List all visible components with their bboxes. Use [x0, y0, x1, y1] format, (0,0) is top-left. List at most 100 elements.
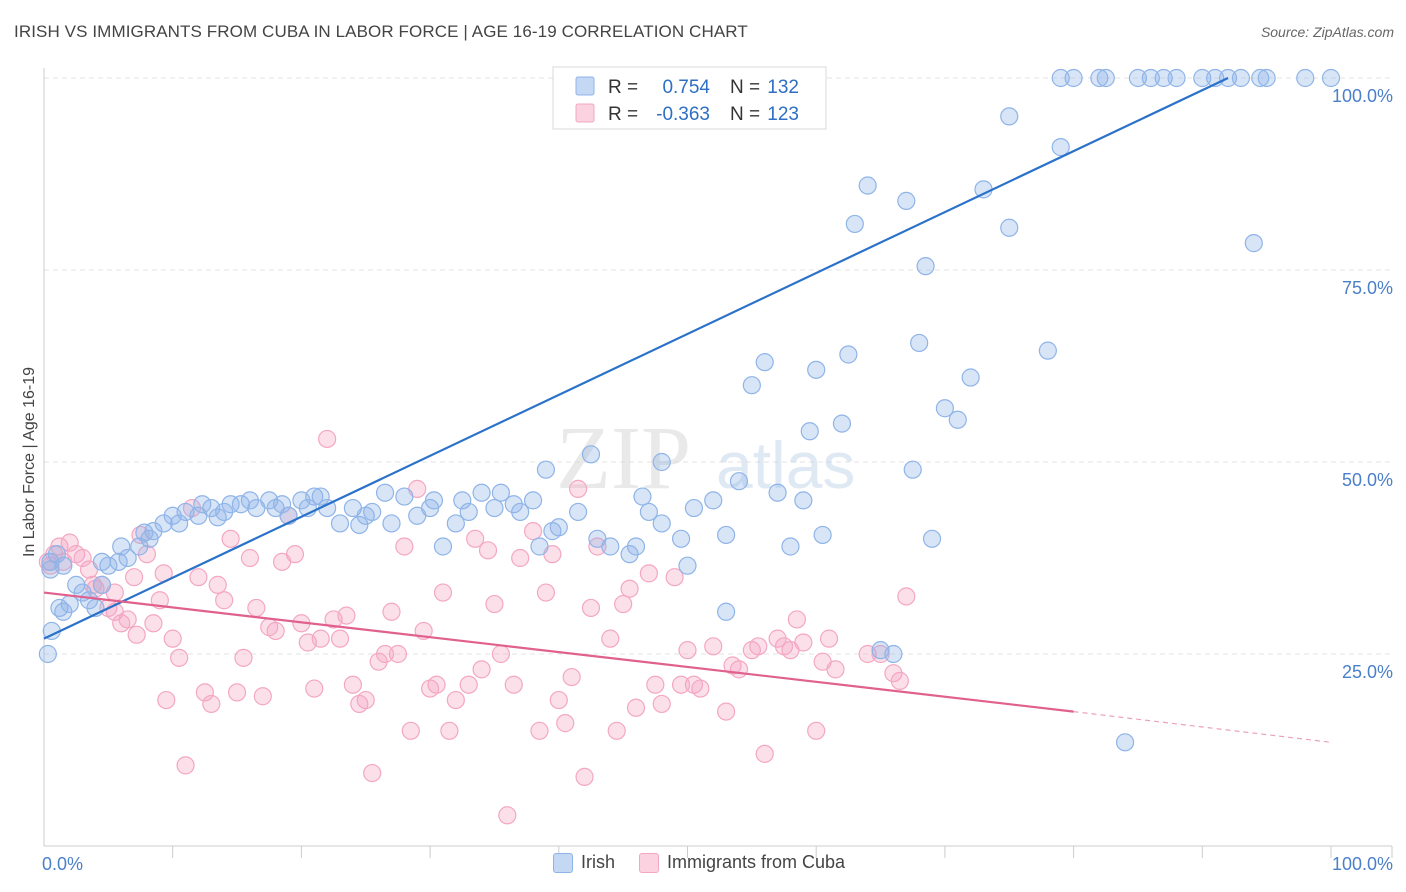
legend-n-label-irish: N =	[730, 77, 760, 98]
data-point-irish	[1128, 68, 1148, 88]
legend-n-value-cuba: 123	[767, 104, 799, 125]
watermark-zip: ZIP	[556, 409, 691, 508]
data-point-irish	[781, 537, 800, 556]
legend-r-value-cuba: -0.363	[656, 104, 710, 125]
data-point-cuba	[755, 744, 774, 763]
data-point-irish	[569, 502, 588, 522]
data-point-irish	[1038, 341, 1057, 360]
data-point-cuba	[549, 690, 568, 710]
data-point-irish	[1321, 68, 1341, 88]
data-point-cuba	[73, 548, 92, 568]
y-tick-label: 50.0%	[1342, 470, 1393, 490]
data-point-cuba	[890, 671, 909, 690]
data-point-cuba	[395, 537, 414, 556]
data-point-irish	[1051, 68, 1070, 88]
data-point-irish	[858, 176, 877, 195]
data-point-cuba	[343, 675, 362, 694]
data-point-cuba	[215, 591, 234, 610]
data-point-irish	[453, 491, 472, 510]
data-point-cuba	[523, 522, 543, 541]
data-point-cuba	[337, 606, 356, 625]
data-point-cuba	[826, 660, 845, 679]
axes	[43, 68, 1393, 858]
data-point-irish	[729, 472, 749, 491]
data-point-irish	[1000, 218, 1019, 237]
data-point-irish	[897, 191, 916, 210]
data-point-irish	[130, 537, 149, 556]
legend-n-value-irish: 132	[767, 77, 799, 98]
data-point-irish	[144, 522, 163, 541]
data-point-irish	[1251, 68, 1270, 88]
data-point-irish	[92, 575, 112, 594]
data-point-cuba	[227, 683, 247, 702]
data-point-irish	[193, 495, 212, 514]
data-point-cuba	[575, 767, 594, 786]
data-point-cuba	[170, 648, 189, 667]
legend-top: R = 0.754 N = 132 R = -0.363 N = 123	[552, 66, 827, 130]
data-point-irish	[382, 514, 401, 533]
gridlines	[44, 77, 1392, 655]
data-point-cuba	[678, 641, 697, 660]
data-point-cuba	[607, 721, 626, 740]
data-point-irish	[1096, 68, 1115, 88]
data-point-cuba	[691, 679, 710, 698]
data-point-cuba	[491, 644, 510, 664]
data-point-cuba	[127, 625, 146, 644]
data-point-irish	[1231, 68, 1251, 88]
data-point-cuba	[614, 594, 633, 614]
data-point-cuba	[652, 694, 671, 714]
data-point-irish	[311, 487, 330, 506]
trend-line-irish	[43, 77, 1229, 640]
trend-line-cuba-extension	[1073, 711, 1332, 743]
x-tick-label-right: 100.0%	[1332, 854, 1393, 874]
data-point-cuba	[157, 690, 176, 710]
data-point-cuba	[285, 545, 305, 564]
y-tick-label: 25.0%	[1342, 662, 1393, 682]
data-point-cuba	[498, 806, 517, 825]
legend-label-cuba: Immigrants from Cuba	[667, 852, 846, 872]
y-tick-label: 75.0%	[1342, 278, 1393, 298]
data-point-irish	[47, 545, 66, 564]
data-point-cuba	[202, 694, 221, 714]
data-point-cuba	[427, 675, 446, 694]
data-point-cuba	[472, 660, 491, 679]
data-point-cuba	[620, 579, 639, 598]
data-point-irish	[54, 556, 73, 575]
legend-r-value-irish: 0.754	[662, 77, 710, 98]
data-point-cuba	[305, 679, 324, 698]
data-point-irish	[459, 502, 478, 522]
data-point-irish	[1090, 68, 1109, 88]
data-point-cuba	[897, 587, 916, 606]
tick-labels: 25.0% 50.0% 75.0% 100.0% 0.0% 100.0%	[42, 86, 1393, 874]
data-point-irish	[961, 368, 980, 387]
data-point-cuba	[466, 529, 485, 548]
data-point-cuba	[626, 698, 646, 717]
data-point-cuba	[440, 721, 459, 740]
data-point-cuba	[807, 721, 826, 740]
data-point-irish	[652, 452, 671, 472]
x-tick-label-left: 0.0%	[42, 854, 83, 874]
legend-item-cuba: Immigrants from Cuba	[639, 852, 845, 873]
data-point-cuba	[871, 644, 890, 664]
data-point-irish	[112, 537, 131, 556]
data-point-cuba	[478, 541, 498, 560]
data-point-cuba	[749, 637, 768, 656]
data-point-cuba	[137, 545, 157, 564]
data-point-irish	[485, 498, 504, 518]
data-point-cuba	[601, 629, 620, 648]
data-point-irish	[424, 491, 444, 510]
data-point-irish	[1115, 733, 1135, 752]
data-point-irish	[1064, 68, 1083, 88]
data-point-irish	[1051, 138, 1070, 157]
data-point-irish	[671, 529, 691, 548]
data-point-irish	[350, 515, 369, 535]
data-point-cuba	[144, 614, 163, 633]
data-point-cuba	[318, 429, 337, 449]
y-tick-label: 100.0%	[1332, 86, 1393, 106]
data-point-cuba	[189, 568, 208, 587]
data-point-irish	[549, 518, 568, 537]
data-point-irish	[99, 556, 118, 575]
data-point-irish	[395, 487, 414, 506]
data-point-cuba	[382, 602, 401, 621]
